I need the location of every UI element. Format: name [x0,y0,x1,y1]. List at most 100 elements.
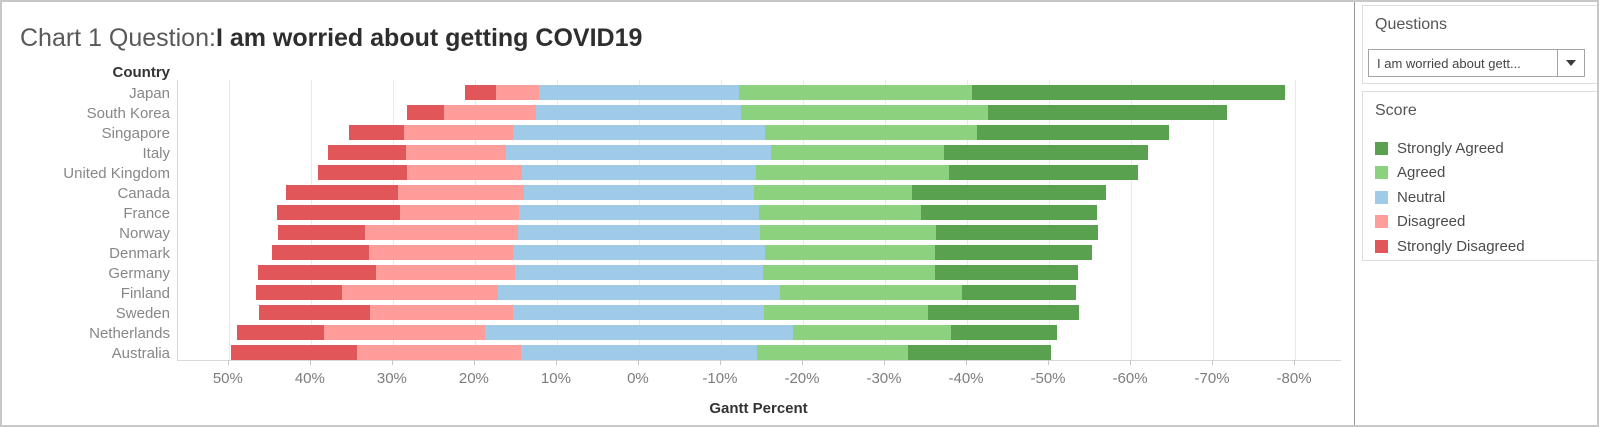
bar-row [178,242,1341,262]
bar-segment-disagreed[interactable] [368,244,514,260]
x-tick-mark [1294,360,1296,365]
bar-segment-neutral[interactable] [498,284,780,300]
questions-dropdown[interactable]: I am worried about gett... [1368,49,1585,77]
bar-segment-agreed[interactable] [758,204,922,220]
country-label: Italy [142,145,170,162]
legend-swatch-icon [1375,215,1388,229]
bar-segment-strongly-agreed[interactable] [908,344,1052,360]
bar-segment-strongly-agreed[interactable] [976,124,1169,140]
bar-segment-neutral[interactable] [513,304,765,320]
country-label: France [123,205,170,222]
bar-segment-agreed[interactable] [756,344,909,360]
dropdown-arrow-button[interactable] [1557,50,1584,76]
country-labels-column: Japan South Korea Singapore Italy United Kin… [2,80,170,362]
bar-segment-strongly-disagreed[interactable] [286,184,398,200]
bar-segment-strongly-disagreed[interactable] [277,204,401,220]
bar-segment-strongly-agreed[interactable] [951,324,1058,340]
bar-segment-strongly-agreed[interactable] [948,164,1139,180]
country-label: Netherlands [89,325,170,342]
bar-segment-neutral[interactable] [506,144,772,160]
bar-row [178,142,1341,162]
bar-segment-agreed[interactable] [759,224,937,240]
bar-segment-neutral[interactable] [524,184,754,200]
bar-segment-neutral[interactable] [536,104,742,120]
bar-segment-strongly-disagreed[interactable] [318,164,407,180]
bar-segment-disagreed[interactable] [443,104,537,120]
bar-segment-agreed[interactable] [764,304,929,320]
gridline [1213,80,1215,360]
bar-segment-neutral[interactable] [512,124,766,140]
bar-segment-strongly-disagreed[interactable] [230,344,358,360]
questions-panel-title: Questions [1375,16,1448,33]
bar-segment-agreed[interactable] [765,124,977,140]
bar-segment-disagreed[interactable] [496,84,539,100]
bar-segment-strongly-agreed[interactable] [971,84,1286,100]
bar-segment-strongly-agreed[interactable] [921,204,1098,220]
x-axis-title: Gantt Percent [709,400,808,417]
chart-title: Chart 1 Question:I am worried about gett… [20,24,642,53]
bar-segment-disagreed[interactable] [341,284,499,300]
bar-segment-strongly-disagreed[interactable] [255,284,342,300]
bar-segment-disagreed[interactable] [364,224,518,240]
bar-segment-neutral[interactable] [521,164,757,180]
bar-segment-strongly-agreed[interactable] [934,244,1093,260]
legend-item[interactable]: Strongly Disagreed [1375,234,1591,259]
bar-segment-neutral[interactable] [521,344,757,360]
bar-segment-strongly-agreed[interactable] [987,104,1227,120]
bar-segment-agreed[interactable] [771,144,945,160]
bar-segment-agreed[interactable] [793,324,952,340]
bar-segment-agreed[interactable] [764,244,935,260]
legend-item[interactable]: Agreed [1375,161,1591,186]
bar-segment-agreed[interactable] [741,104,988,120]
bar-segment-disagreed[interactable] [405,144,507,160]
x-axis: 50% 40% 30% 20% 10% 0% -10% -20% -30% -40% -50% -60… [177,360,1340,400]
bar-segment-strongly-disagreed[interactable] [277,224,365,240]
bar-segment-strongly-disagreed[interactable] [465,84,497,100]
bar-segment-neutral[interactable] [517,224,760,240]
legend-item[interactable]: Disagreed [1375,210,1591,235]
bar-segment-disagreed[interactable] [400,204,520,220]
bar-segment-strongly-agreed[interactable] [912,184,1107,200]
bar-segment-strongly-disagreed[interactable] [271,244,369,260]
gridline [392,80,394,360]
bar-segment-strongly-disagreed[interactable] [237,324,324,340]
legend-item[interactable]: Strongly Agreed [1375,136,1591,161]
legend-label: Disagreed [1397,213,1466,231]
bar-segment-strongly-disagreed[interactable] [257,264,377,280]
bar-segment-strongly-agreed[interactable] [935,264,1078,280]
bar-segment-strongly-agreed[interactable] [944,144,1148,160]
gridline [884,80,886,360]
bar-segment-disagreed[interactable] [406,164,522,180]
bar-segment-neutral[interactable] [515,264,763,280]
bar-segment-strongly-agreed[interactable] [936,224,1098,240]
bar-segment-disagreed[interactable] [323,324,485,340]
bar-segment-disagreed[interactable] [357,344,522,360]
bar-segment-agreed[interactable] [779,284,962,300]
bar-segment-neutral[interactable] [513,244,765,260]
bar-segment-neutral[interactable] [538,84,739,100]
bar-segment-neutral[interactable] [519,204,759,220]
bar-segment-strongly-disagreed[interactable] [406,104,444,120]
bar-segment-strongly-agreed[interactable] [961,284,1076,300]
bar-segment-agreed[interactable] [756,164,949,180]
bar-segment-disagreed[interactable] [376,264,516,280]
x-tick-mark [1130,360,1132,365]
country-label: South Korea [86,105,170,122]
bar-segment-agreed[interactable] [753,184,913,200]
questions-dropdown-value: I am worried about gett... [1377,55,1521,71]
legend-swatch-icon [1375,190,1388,204]
bar-segment-neutral[interactable] [484,324,794,340]
bar-segment-agreed[interactable] [762,264,935,280]
bar-segment-agreed[interactable] [738,84,972,100]
bar-segment-disagreed[interactable] [397,184,525,200]
legend-item[interactable]: Neutral [1375,185,1591,210]
x-tick-mark [1048,360,1050,365]
bar-segment-disagreed[interactable] [403,124,513,140]
bar-segment-strongly-agreed[interactable] [928,304,1080,320]
bar-segment-strongly-disagreed[interactable] [348,124,404,140]
bar-segment-strongly-disagreed[interactable] [327,144,406,160]
legend-label: Strongly Agreed [1397,139,1504,157]
bar-segment-disagreed[interactable] [369,304,514,320]
bar-row [178,182,1341,202]
bar-segment-strongly-disagreed[interactable] [259,304,370,320]
